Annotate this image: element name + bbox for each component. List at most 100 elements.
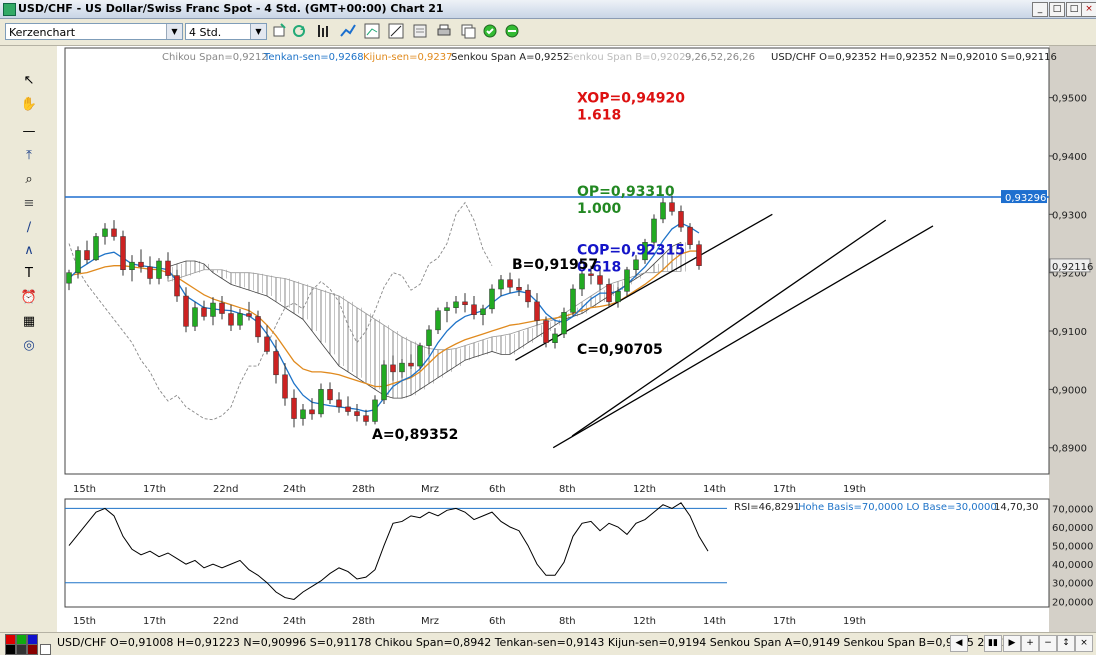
- x-tick-label: 22nd: [213, 484, 238, 495]
- status-bar: USD/CHF O=0,91008 H=0,91223 N=0,90996 S=…: [0, 632, 1096, 655]
- rsi-pane-border: [64, 498, 1050, 608]
- fib-label: A=0,89352: [372, 427, 458, 443]
- up-arrow-icon[interactable]: ⤒: [26, 148, 32, 163]
- color-black[interactable]: [5, 644, 16, 655]
- template-icon[interactable]: [411, 22, 429, 40]
- candle-body: [696, 244, 702, 266]
- candle-body: [336, 399, 342, 408]
- bar-chart-icon[interactable]: [315, 22, 333, 40]
- title-bar: USD/CHF - US Dollar/Swiss Franc Spot - 4…: [0, 0, 1096, 19]
- indicator-icon[interactable]: [339, 22, 357, 40]
- ohlc-readout: USD/CHF O=0,92352 H=0,92352 N=0,92010 S=…: [771, 52, 1057, 63]
- x-tick-label: Mrz: [421, 616, 439, 627]
- x-tick-label: 17th: [773, 484, 796, 495]
- candle-body: [417, 345, 423, 367]
- restore-button[interactable]: □: [1049, 2, 1065, 17]
- chart-settings-icon[interactable]: [363, 22, 381, 40]
- rsi-params: 14,70,30: [994, 502, 1039, 513]
- maximize-button[interactable]: □: [1066, 2, 1082, 17]
- calculator-icon[interactable]: ▦: [22, 314, 36, 329]
- channel-lower-line: [552, 225, 934, 449]
- candle-body: [345, 406, 351, 412]
- x-tick-label: 12th: [633, 484, 656, 495]
- scroll-right-icon[interactable]: ▶: [1003, 635, 1021, 652]
- candle-body: [633, 259, 639, 271]
- candle-body: [201, 307, 207, 317]
- chart-type-select[interactable]: Kerzenchart ▼: [5, 23, 183, 40]
- sync-icon[interactable]: [503, 22, 521, 40]
- candle-body: [93, 236, 99, 261]
- collapse-icon[interactable]: ↕: [1057, 635, 1075, 652]
- y-tick-label: 0,9400: [1052, 152, 1087, 163]
- color-maroon[interactable]: [27, 644, 38, 655]
- rsi-tick-label: 30,0000: [1052, 579, 1093, 590]
- copy-icon[interactable]: [459, 22, 477, 40]
- link-icon[interactable]: [481, 22, 499, 40]
- fib-label: XOP=0,94920: [577, 90, 685, 106]
- zoom-out-icon[interactable]: −: [1039, 635, 1057, 652]
- cursor-icon[interactable]: ↖: [23, 73, 35, 88]
- candle-body: [138, 261, 144, 268]
- fibonacci-icon[interactable]: ≡: [23, 196, 35, 211]
- price-pane-border: [64, 47, 1050, 475]
- channel-icon[interactable]: ∕: [26, 220, 32, 235]
- x-tick-label: 12th: [633, 616, 656, 627]
- candle-body: [579, 273, 585, 290]
- color-white[interactable]: [40, 644, 51, 655]
- drawing-toolbar: ↖ ✋ — ⤒ ⌕ ≡ ∕ ∧ T ⏰ ▦ ◎: [0, 46, 57, 632]
- candle-body: [111, 228, 117, 237]
- x-tick-label: 14th: [703, 484, 726, 495]
- y-tick-label: 0,9300: [1052, 210, 1087, 221]
- y-tick-label: 0,9100: [1052, 327, 1087, 338]
- candle-body: [210, 302, 216, 317]
- zoom-in-icon[interactable]: +: [1021, 635, 1039, 652]
- pattern-icon[interactable]: ∧: [24, 243, 34, 258]
- chikou-label: Chikou Span=0,9212: [162, 52, 268, 63]
- minimize-button[interactable]: _: [1032, 2, 1048, 17]
- refresh-icon[interactable]: [291, 22, 309, 40]
- chevron-down-icon[interactable]: ▼: [166, 24, 182, 39]
- candle-body: [246, 313, 252, 317]
- draw-line-icon[interactable]: [387, 22, 405, 40]
- candle-body: [228, 313, 234, 326]
- text-tool-icon[interactable]: T: [25, 266, 33, 281]
- close-pane-icon[interactable]: ×: [1075, 635, 1093, 652]
- zoom-in-icon[interactable]: [271, 22, 289, 40]
- x-tick-label: 8th: [559, 616, 576, 627]
- candle-body: [327, 389, 333, 401]
- candle-body: [291, 397, 297, 419]
- current-price-tag: [1049, 258, 1091, 273]
- rsi-tick-label: 50,0000: [1052, 542, 1093, 553]
- x-tick-label: 17th: [773, 616, 796, 627]
- timeframe-select[interactable]: 4 Std. ▼: [185, 23, 267, 40]
- candle-body: [624, 269, 630, 292]
- candle-body: [219, 302, 225, 314]
- alarm-icon[interactable]: ⏰: [20, 290, 38, 305]
- fib-label: B=0,91957: [512, 257, 598, 273]
- close-button[interactable]: ×: [1081, 2, 1096, 17]
- x-tick-label: 15th: [73, 616, 96, 627]
- candle-body: [183, 295, 189, 327]
- candle-body: [363, 415, 369, 422]
- candle-body: [678, 211, 684, 228]
- candle-body: [489, 288, 495, 310]
- y-tick-label: 0,9000: [1052, 385, 1087, 396]
- print-icon[interactable]: [435, 22, 453, 40]
- hand-icon[interactable]: ✋: [20, 97, 38, 112]
- candle-body: [66, 272, 72, 284]
- x-tick-label: 6th: [489, 616, 506, 627]
- chevron-down-icon[interactable]: ▼: [250, 24, 266, 39]
- toolbar: Kerzenchart ▼ 4 Std. ▼: [0, 19, 1096, 46]
- scroll-left-icon[interactable]: ◀: [950, 635, 968, 652]
- candle-body: [588, 273, 594, 276]
- zoom-icon[interactable]: ⌕: [25, 172, 33, 187]
- candle-body: [282, 374, 288, 399]
- candle-body: [561, 312, 567, 335]
- candle-body: [264, 336, 270, 352]
- candle-body: [687, 226, 693, 245]
- scroll-end-icon[interactable]: ▮▮: [984, 635, 1002, 652]
- horizontal-line-icon[interactable]: —: [22, 124, 36, 139]
- globe-icon[interactable]: ◎: [23, 338, 35, 353]
- color-dark[interactable]: [16, 644, 27, 655]
